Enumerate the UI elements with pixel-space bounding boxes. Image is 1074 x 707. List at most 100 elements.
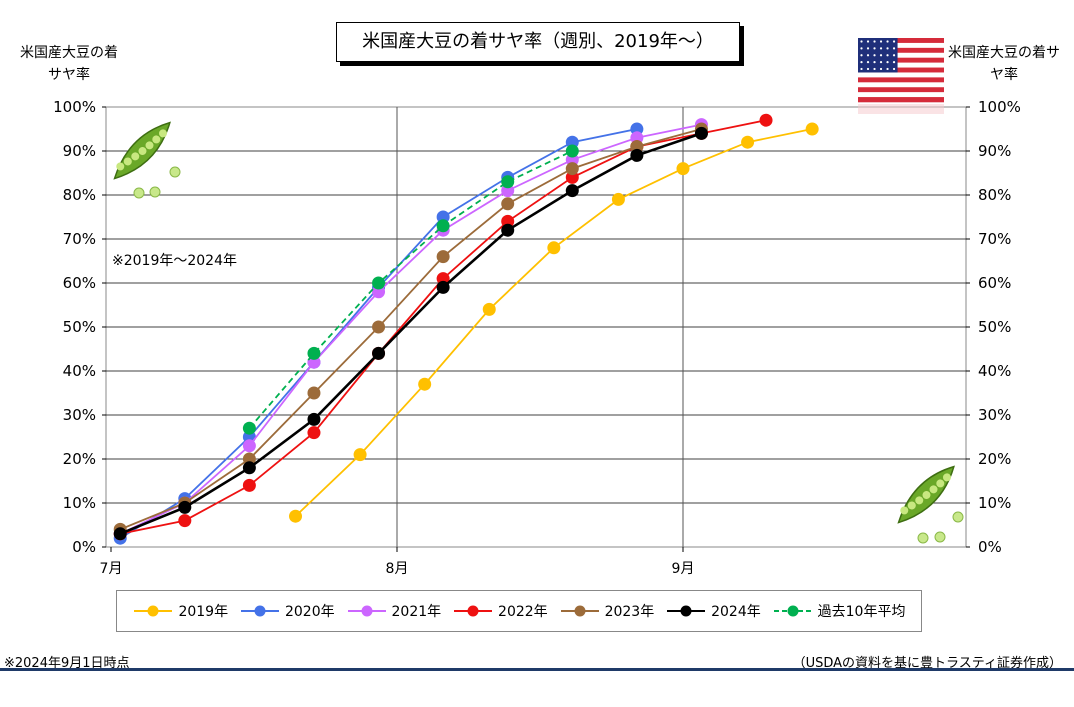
y-tick-label-left: 30% <box>63 406 96 424</box>
legend-marker <box>667 605 706 617</box>
y-tick-label-left: 50% <box>63 318 96 336</box>
y-tick-label-right: 50% <box>978 318 1011 336</box>
series-line-2023年 <box>119 128 702 531</box>
period-note: ※2019年～2024年 <box>112 253 237 269</box>
legend-marker <box>773 605 812 617</box>
pea-icon <box>149 186 161 198</box>
data-point-2021年 <box>242 439 256 453</box>
legend-label: 2023年 <box>604 604 655 620</box>
data-point-2019年 <box>611 192 625 206</box>
data-point-過去10年平均 <box>501 175 515 189</box>
pea-icon <box>952 511 964 523</box>
pea-icon <box>133 187 145 199</box>
data-point-2024年 <box>178 500 192 514</box>
pea-icon <box>917 532 929 544</box>
data-point-2024年 <box>630 148 644 162</box>
legend-marker <box>347 605 386 617</box>
y-tick-label-left: 70% <box>63 230 96 248</box>
footer-timestamp: ※2024年9月1日時点 <box>4 656 130 671</box>
y-tick-label-right: 40% <box>978 362 1011 380</box>
legend-item: 2023年 <box>559 601 655 621</box>
right-axis-title: 米国産大豆の着サヤ率 <box>948 45 1060 83</box>
y-tick-label-right: 80% <box>978 186 1011 204</box>
data-point-2023年 <box>307 386 321 400</box>
legend-marker <box>134 605 173 617</box>
footer-source: （USDAの資料を基に豊トラスティ証券作成） <box>792 656 1062 671</box>
y-tick-label-right: 0% <box>978 538 1002 556</box>
legend-item: 2021年 <box>346 601 442 621</box>
data-point-2024年 <box>436 280 450 294</box>
legend-marker <box>560 605 599 617</box>
data-point-2019年 <box>676 162 690 176</box>
series-line-2021年 <box>119 123 702 535</box>
data-point-2023年 <box>436 250 450 264</box>
data-point-2019年 <box>547 241 561 255</box>
legend-label: 2019年 <box>178 604 229 620</box>
y-tick-label-left: 0% <box>72 538 96 556</box>
x-tick-label: 7月 <box>100 561 123 577</box>
chart-title: 米国産大豆の着サヤ率（週別、2019年～） <box>336 22 740 62</box>
data-point-2022年 <box>759 113 773 127</box>
y-tick-label-left: 100% <box>53 98 96 116</box>
data-point-2024年 <box>113 527 127 541</box>
data-point-過去10年平均 <box>242 421 256 435</box>
y-tick-label-left: 20% <box>63 450 96 468</box>
legend-label: 2021年 <box>391 604 442 620</box>
y-tick-label-right: 20% <box>978 450 1011 468</box>
data-point-2023年 <box>565 162 579 176</box>
legend: 2019年 2020年 2021年 2022年 2023年 2024年 過去10年平均 <box>116 590 922 632</box>
data-point-過去10年平均 <box>307 346 321 360</box>
data-point-2024年 <box>565 184 579 198</box>
series-line-過去10年平均 <box>248 150 573 429</box>
y-tick-label-right: 30% <box>978 406 1011 424</box>
data-point-2024年 <box>242 461 256 475</box>
pea-icon <box>934 531 946 543</box>
y-tick-label-right: 90% <box>978 142 1011 160</box>
data-point-2022年 <box>307 426 321 440</box>
y-tick-label-right: 100% <box>978 98 1021 116</box>
pea-pod-icon <box>897 465 955 524</box>
y-tick-label-left: 10% <box>63 494 96 512</box>
left-axis-title: 米国産大豆の着サヤ率 <box>20 45 118 83</box>
x-tick-label: 8月 <box>386 561 409 577</box>
data-point-過去10年平均 <box>565 144 579 158</box>
pea-pod-icon <box>113 121 171 180</box>
data-point-2022年 <box>242 478 256 492</box>
y-tick-label-right: 70% <box>978 230 1011 248</box>
y-tick-label-left: 80% <box>63 186 96 204</box>
data-point-過去10年平均 <box>372 276 386 290</box>
legend-marker <box>454 605 493 617</box>
data-point-2024年 <box>307 412 321 426</box>
legend-item: 過去10年平均 <box>772 601 906 621</box>
legend-item: 2019年 <box>132 601 228 621</box>
data-point-2023年 <box>372 320 386 334</box>
data-point-過去10年平均 <box>436 219 450 233</box>
data-point-2024年 <box>372 346 386 360</box>
data-point-2023年 <box>501 197 515 211</box>
y-tick-label-left: 40% <box>63 362 96 380</box>
y-tick-label-right: 10% <box>978 494 1011 512</box>
data-point-2019年 <box>805 122 819 136</box>
data-point-2019年 <box>289 509 303 523</box>
data-point-2019年 <box>741 135 755 149</box>
legend-item: 2022年 <box>452 601 548 621</box>
data-point-2019年 <box>418 377 432 391</box>
legend-label: 2020年 <box>284 604 335 620</box>
legend-label: 過去10年平均 <box>817 604 906 620</box>
legend-item: 2020年 <box>239 601 335 621</box>
data-point-2019年 <box>353 448 367 462</box>
legend-label: 2024年 <box>711 604 761 620</box>
series-line-2024年 <box>119 132 702 536</box>
y-tick-label-left: 60% <box>63 274 96 292</box>
data-point-2024年 <box>501 223 515 237</box>
y-tick-label-right: 60% <box>978 274 1011 292</box>
flag-reflection <box>858 104 944 114</box>
data-point-2024年 <box>694 126 708 140</box>
y-tick-label-left: 90% <box>63 142 96 160</box>
x-tick-label: 9月 <box>672 561 695 577</box>
bottom-rule <box>0 668 1074 671</box>
data-point-2022年 <box>178 514 192 528</box>
us-flag-icon <box>858 38 944 103</box>
legend-item: 2024年 <box>665 601 761 621</box>
